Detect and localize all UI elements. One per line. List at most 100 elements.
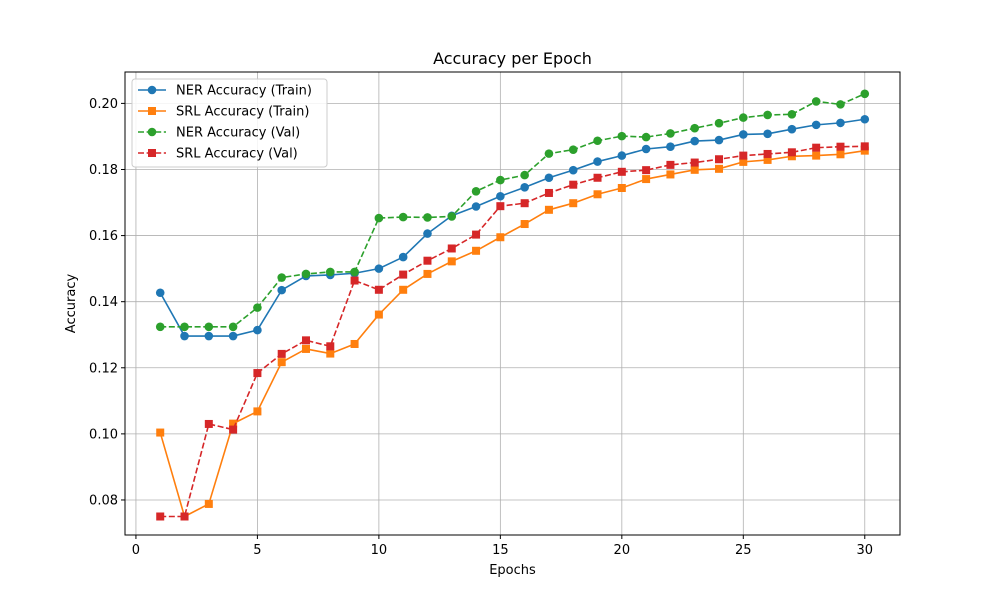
- data-point-ner-accuracy-train: [714, 135, 724, 145]
- data-point-ner-accuracy-train: [277, 285, 287, 295]
- plot-area-frame: [124, 71, 901, 536]
- data-point-srl-accuracy-val: [593, 173, 602, 182]
- data-point-ner-accuracy-val: [641, 132, 651, 142]
- data-point-ner-accuracy-val: [738, 113, 748, 122]
- data-point-srl-accuracy-val: [520, 199, 529, 208]
- series-srl-accuracy-val: [156, 142, 869, 521]
- data-point-ner-accuracy-val: [447, 212, 457, 221]
- data-point-srl-accuracy-train: [763, 155, 772, 164]
- data-point-srl-accuracy-train: [447, 257, 456, 266]
- data-point-ner-accuracy-val: [374, 213, 384, 223]
- data-point-ner-accuracy-val: [496, 175, 505, 185]
- data-point-srl-accuracy-train: [569, 199, 578, 208]
- x-tick-label: 5: [253, 543, 261, 558]
- data-point-ner-accuracy-val: [811, 97, 821, 106]
- data-point-ner-accuracy-val: [301, 269, 311, 279]
- data-point-srl-accuracy-val: [156, 512, 165, 521]
- y-tick-label: 0.12: [89, 361, 118, 376]
- data-point-srl-accuracy-val: [544, 188, 553, 197]
- data-point-srl-accuracy-val: [642, 166, 651, 175]
- data-point-ner-accuracy-val: [763, 110, 772, 120]
- series-srl-accuracy-train: [156, 146, 869, 521]
- data-point-srl-accuracy-val: [301, 336, 310, 345]
- data-point-ner-accuracy-train: [787, 124, 797, 134]
- data-point-ner-accuracy-val: [350, 267, 359, 277]
- data-point-srl-accuracy-train: [350, 339, 359, 348]
- data-point-srl-accuracy-train: [690, 165, 699, 174]
- series-line-srl-accuracy-val: [160, 145, 865, 518]
- data-point-srl-accuracy-train: [642, 175, 651, 184]
- data-point-srl-accuracy-val: [836, 142, 845, 151]
- data-point-ner-accuracy-train: [617, 151, 627, 160]
- data-point-ner-accuracy-val: [714, 118, 724, 128]
- data-point-ner-accuracy-val: [423, 213, 432, 222]
- data-point-ner-accuracy-train: [666, 142, 675, 151]
- data-point-srl-accuracy-train: [836, 150, 845, 159]
- data-point-ner-accuracy-train: [763, 129, 772, 139]
- data-point-srl-accuracy-val: [763, 149, 772, 158]
- legend-label: NER Accuracy (Val): [176, 126, 300, 141]
- data-point-ner-accuracy-val: [860, 89, 870, 99]
- data-point-ner-accuracy-val: [398, 212, 408, 222]
- legend-marker-ner-accuracy-val: [147, 127, 157, 137]
- data-point-ner-accuracy-train: [738, 130, 748, 139]
- data-point-ner-accuracy-val: [471, 187, 481, 196]
- data-point-srl-accuracy-val: [787, 148, 796, 157]
- x-axis-label: Epochs: [489, 563, 536, 578]
- y-tick-label: 0.08: [89, 493, 118, 508]
- y-axis-label: Accuracy: [64, 274, 79, 334]
- data-point-srl-accuracy-val: [569, 180, 578, 189]
- data-point-srl-accuracy-train: [715, 164, 724, 173]
- data-point-ner-accuracy-train: [593, 157, 602, 166]
- x-tick-label: 0: [132, 543, 140, 558]
- data-point-ner-accuracy-val: [666, 129, 675, 138]
- data-point-ner-accuracy-val: [180, 322, 189, 332]
- data-point-srl-accuracy-val: [715, 155, 724, 164]
- series-line-srl-accuracy-train: [159, 149, 865, 518]
- data-point-srl-accuracy-train: [666, 170, 675, 179]
- legend-entry-ner-accuracy-train: NER Accuracy (Train): [138, 84, 312, 99]
- y-tick-label: 0.16: [89, 229, 118, 244]
- data-point-ner-accuracy-train: [860, 114, 870, 124]
- data-point-srl-accuracy-val: [690, 158, 699, 167]
- data-point-srl-accuracy-train: [544, 205, 553, 214]
- data-point-srl-accuracy-train: [739, 157, 748, 166]
- legend-label: SRL Accuracy (Train): [176, 105, 309, 120]
- data-point-srl-accuracy-train: [520, 220, 529, 229]
- chart-title: Accuracy per Epoch: [433, 49, 592, 68]
- data-point-ner-accuracy-val: [593, 136, 602, 146]
- x-tick-label: 10: [371, 543, 388, 558]
- data-point-srl-accuracy-val: [739, 151, 748, 160]
- y-tick-label: 0.18: [89, 163, 118, 178]
- data-point-ner-accuracy-train: [423, 229, 432, 238]
- data-point-ner-accuracy-train: [398, 252, 408, 262]
- data-point-srl-accuracy-train: [326, 349, 335, 358]
- data-point-ner-accuracy-val: [617, 131, 627, 141]
- data-point-ner-accuracy-val: [253, 303, 262, 312]
- data-point-srl-accuracy-val: [399, 270, 408, 279]
- data-point-ner-accuracy-val: [568, 145, 578, 154]
- data-point-ner-accuracy-val: [690, 123, 700, 133]
- x-tick-label: 30: [856, 543, 873, 558]
- data-point-ner-accuracy-val: [204, 322, 214, 332]
- data-point-ner-accuracy-train: [228, 331, 238, 341]
- legend-label: SRL Accuracy (Val): [176, 147, 298, 162]
- data-point-srl-accuracy-val: [617, 167, 626, 176]
- data-point-ner-accuracy-train: [496, 191, 505, 201]
- data-point-ner-accuracy-train: [180, 331, 189, 341]
- data-point-ner-accuracy-val: [155, 322, 165, 332]
- data-point-srl-accuracy-val: [326, 342, 335, 351]
- axis-ticks: 0 5 10 15 20 25 30 0.08 0.10 0.12 0.14 0.16 0.18 0.20: [89, 97, 873, 558]
- y-tick-label: 0.20: [89, 97, 118, 112]
- data-point-srl-accuracy-train: [593, 190, 602, 199]
- data-point-srl-accuracy-train: [374, 310, 383, 319]
- data-point-srl-accuracy-val: [374, 285, 383, 294]
- data-point-ner-accuracy-val: [277, 273, 287, 282]
- grid-lines: [125, 72, 900, 535]
- legend-entry-srl-accuracy-val: SRL Accuracy (Val): [138, 147, 298, 162]
- data-point-srl-accuracy-train: [229, 419, 238, 428]
- data-point-srl-accuracy-train: [860, 146, 869, 155]
- legend-marker-srl-accuracy-train: [148, 107, 156, 115]
- data-point-ner-accuracy-train: [544, 173, 554, 183]
- data-point-ner-accuracy-train: [155, 288, 165, 298]
